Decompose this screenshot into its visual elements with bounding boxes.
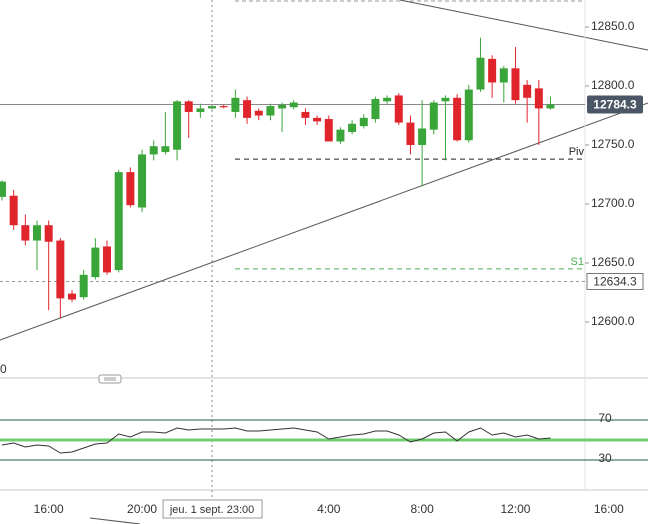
candle-body — [196, 108, 205, 112]
level-label: S1 — [571, 256, 584, 268]
x-tick-label: 12:00 — [500, 502, 530, 516]
candle-body — [103, 246, 112, 273]
candle-body — [231, 97, 240, 112]
candle-body — [0, 181, 6, 197]
candle-body — [149, 146, 158, 155]
y-tick-label: 12750.0 — [591, 137, 635, 151]
corner-label: 0 — [0, 362, 7, 376]
candle-body — [56, 240, 65, 299]
candle-body — [161, 146, 170, 153]
candle-body — [9, 195, 18, 226]
candle-body — [371, 98, 380, 120]
candle-body — [464, 89, 473, 141]
handle[interactable] — [98, 374, 122, 384]
candle-body — [429, 102, 438, 130]
candle-body — [476, 57, 485, 90]
y-tick-label: 30 — [598, 451, 612, 465]
candle-body — [126, 172, 135, 206]
marker-tag-label: 12634.3 — [593, 275, 637, 289]
y-tick-label: 70 — [598, 411, 612, 425]
candle-body — [488, 58, 497, 83]
trendline — [89, 517, 141, 524]
y-tick-label: 12850.0 — [591, 19, 635, 33]
candle-body — [336, 129, 345, 142]
scroll-handle[interactable] — [98, 374, 122, 384]
y-tick-label: 12650.0 — [591, 255, 635, 269]
x-tick-label: 8:00 — [410, 502, 434, 516]
trendline — [399, 0, 648, 51]
candle-body — [219, 106, 228, 108]
candle-body — [254, 110, 263, 116]
candle-body — [523, 84, 532, 98]
last-price-tag — [587, 95, 643, 114]
candle-body — [208, 106, 217, 109]
candle-body — [91, 247, 100, 278]
candle-body — [441, 97, 450, 102]
candle-body — [44, 225, 53, 242]
candle-body — [406, 122, 415, 145]
candle-body — [418, 128, 427, 145]
y-tick-label: 12700.0 — [591, 196, 635, 210]
crosshair-tag — [162, 499, 263, 519]
candle-body — [243, 100, 252, 118]
candle-body — [359, 117, 368, 127]
candle-body — [278, 104, 287, 109]
x-tick-label: 4:00 — [317, 502, 341, 516]
candle-body — [348, 123, 357, 133]
crosshair-label: jeu. 1 sept. 23:00 — [169, 504, 254, 516]
candle-body — [313, 117, 322, 122]
candle-body — [394, 95, 403, 123]
candle-body — [499, 68, 508, 83]
candle-body — [33, 225, 42, 241]
candle-body — [301, 111, 310, 118]
candle-body — [138, 154, 147, 208]
candle-body — [383, 97, 392, 102]
candle-body — [324, 119, 333, 142]
candle-body — [173, 101, 182, 150]
candle-body — [453, 97, 462, 141]
candle-body — [534, 88, 543, 109]
candle-body — [21, 225, 30, 241]
candle-body — [114, 172, 123, 271]
x-tick-label: 16:00 — [594, 502, 624, 516]
x-tick-label: 20:00 — [127, 502, 157, 516]
candle-body — [68, 293, 77, 300]
marker-tag — [586, 272, 644, 290]
candle-body — [511, 68, 520, 101]
x-tick-label: 16:00 — [34, 502, 64, 516]
level-label: Piv — [569, 146, 585, 158]
y-tick-label: 12600.0 — [591, 314, 635, 328]
candle-body — [79, 274, 88, 298]
trendline — [0, 102, 648, 341]
last-price-label: 12784.3 — [593, 98, 637, 112]
candle-body — [546, 104, 555, 109]
candle-body — [266, 106, 275, 116]
candle-body — [184, 101, 193, 112]
y-tick-label: 12800.0 — [591, 78, 635, 92]
rsi-line — [1, 427, 551, 454]
candle-body — [289, 102, 298, 108]
